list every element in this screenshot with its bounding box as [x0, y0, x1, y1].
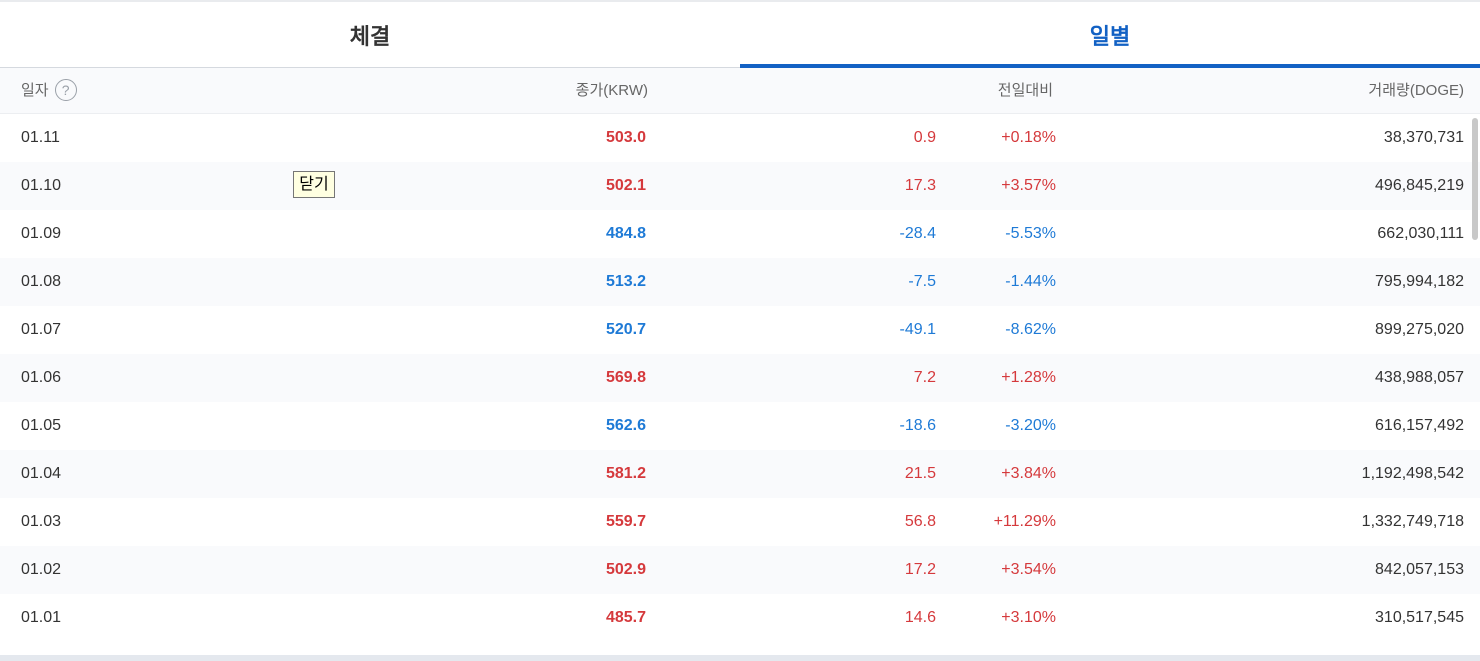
row-change-rate: +1.28% [1001, 369, 1056, 386]
row-change: 17.3 [904, 177, 936, 194]
table-body: 01.11 503.0 0.9 +0.18% 38,370,731 01.10 502.1 1… [0, 114, 1480, 642]
row-date: 01.02 [21, 561, 62, 578]
row-date: 01.05 [21, 417, 62, 434]
row-volume: 616,157,492 [1375, 417, 1464, 434]
row-date: 01.03 [21, 513, 62, 530]
row-change: -7.5 [908, 273, 936, 290]
row-close-price: 581.2 [605, 465, 646, 482]
row-change: -28.4 [899, 225, 936, 242]
row-change-rate: +0.18% [1001, 129, 1056, 146]
row-change: -49.1 [899, 321, 936, 338]
tab-daily[interactable]: 일별 [740, 2, 1480, 68]
row-close-price: 520.7 [605, 321, 646, 338]
row-date: 01.11 [21, 129, 60, 146]
table-row[interactable]: 01.06 569.8 7.2 +1.28% 438,988,057 [0, 354, 1480, 402]
header-date-label: 일자 [21, 82, 49, 99]
row-volume: 496,845,219 [1375, 177, 1464, 194]
table-row[interactable]: 01.09 484.8 -28.4 -5.53% 662,030,111 [0, 210, 1480, 258]
tab-trades[interactable]: 체결 [349, 23, 391, 49]
row-date: 01.09 [21, 225, 62, 242]
row-date: 01.06 [21, 369, 62, 386]
row-change: 7.2 [913, 369, 936, 386]
row-volume: 899,275,020 [1375, 321, 1464, 338]
row-change: 56.8 [904, 513, 936, 530]
table-row[interactable]: 01.08 513.2 -7.5 -1.44% 795,994,182 [0, 258, 1480, 306]
row-change: 0.9 [913, 129, 936, 146]
table-row[interactable]: 01.01 485.7 14.6 +3.10% 310,517,545 [0, 594, 1480, 642]
bottom-border [0, 655, 1480, 661]
header-volume: 거래량(DOGE) [1368, 82, 1464, 99]
row-date: 01.07 [21, 321, 62, 338]
row-volume: 1,332,749,718 [1361, 513, 1464, 530]
table-row[interactable]: 01.02 502.9 17.2 +3.54% 842,057,153 [0, 546, 1480, 594]
header-close-price: 종가(KRW) [575, 82, 648, 99]
row-volume: 438,988,057 [1375, 369, 1464, 386]
top-border [0, 0, 1480, 2]
row-change-rate: +3.84% [1001, 465, 1056, 482]
row-close-price: 569.8 [605, 369, 646, 386]
close-tooltip: 닫기 [293, 171, 335, 198]
row-change: 21.5 [904, 465, 936, 482]
row-change: 17.2 [904, 561, 936, 578]
row-change-rate: -3.20% [1005, 417, 1056, 434]
row-date: 01.10 [21, 177, 62, 194]
row-volume: 842,057,153 [1375, 561, 1464, 578]
row-change-rate: +3.10% [1001, 609, 1056, 626]
table-row[interactable]: 01.10 502.1 17.3 +3.57% 496,845,219 [0, 162, 1480, 210]
scrollbar-thumb[interactable] [1472, 118, 1478, 240]
row-change: -18.6 [899, 417, 936, 434]
row-change-rate: -8.62% [1005, 321, 1056, 338]
row-volume: 795,994,182 [1375, 273, 1464, 290]
row-close-price: 485.7 [605, 609, 646, 626]
row-close-price: 559.7 [605, 513, 646, 530]
row-close-price: 502.9 [605, 561, 646, 578]
row-close-price: 502.1 [605, 177, 646, 194]
row-change-rate: +3.54% [1001, 561, 1056, 578]
row-volume: 1,192,498,542 [1361, 465, 1464, 482]
row-change-rate: -5.53% [1005, 225, 1056, 242]
row-close-price: 484.8 [605, 225, 646, 242]
row-change-rate: +3.57% [1001, 177, 1056, 194]
row-change-rate: -1.44% [1005, 273, 1056, 290]
row-close-price: 562.6 [605, 417, 646, 434]
row-change-rate: +11.29% [993, 513, 1056, 530]
table-row[interactable]: 01.07 520.7 -49.1 -8.62% 899,275,020 [0, 306, 1480, 354]
help-icon[interactable]: ? [54, 78, 77, 101]
header-change: 전일대비 [997, 82, 1053, 99]
header-date: 일자? [21, 68, 77, 114]
table-row[interactable]: 01.05 562.6 -18.6 -3.20% 616,157,492 [0, 402, 1480, 450]
row-volume: 662,030,111 [1377, 225, 1464, 242]
table-row[interactable]: 01.11 503.0 0.9 +0.18% 38,370,731 [0, 114, 1480, 162]
table-header: 일자? 종가(KRW) 전일대비 거래량(DOGE) [0, 68, 1480, 114]
table-row[interactable]: 01.03 559.7 56.8 +11.29% 1,332,749,718 [0, 498, 1480, 546]
row-date: 01.01 [21, 609, 62, 626]
row-volume: 38,370,731 [1383, 129, 1464, 146]
tab-bar: 체결 일별 [0, 2, 1480, 68]
row-change: 14.6 [904, 609, 936, 626]
row-date: 01.04 [21, 465, 62, 482]
row-volume: 310,517,545 [1375, 609, 1464, 626]
row-close-price: 503.0 [605, 129, 646, 146]
row-close-price: 513.2 [605, 273, 646, 290]
row-date: 01.08 [21, 273, 62, 290]
table-row[interactable]: 01.04 581.2 21.5 +3.84% 1,192,498,542 [0, 450, 1480, 498]
